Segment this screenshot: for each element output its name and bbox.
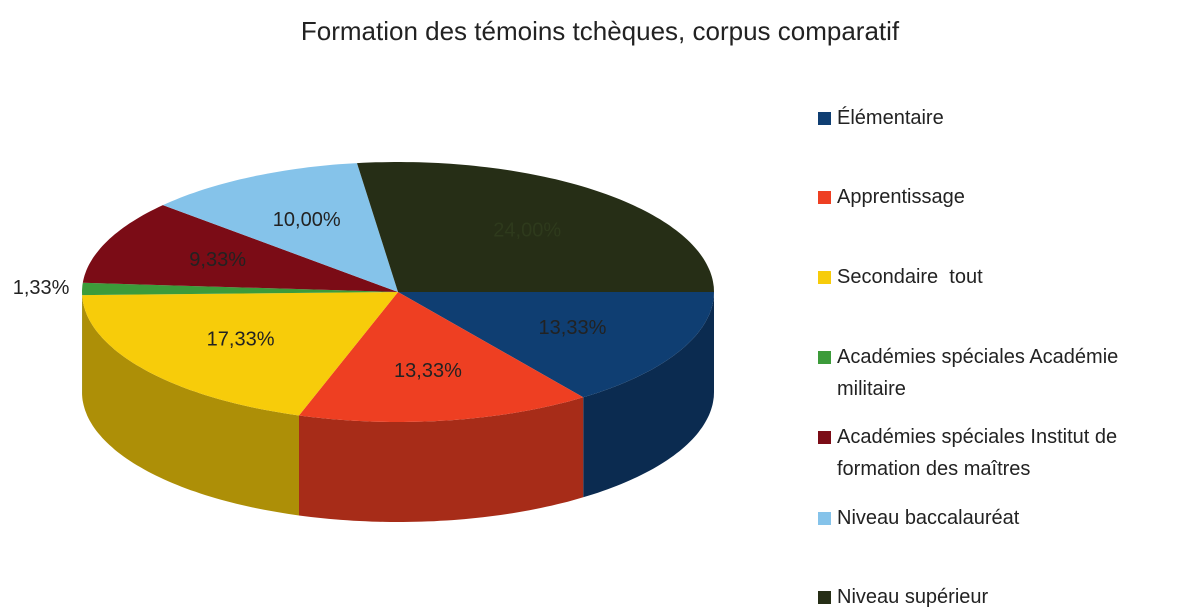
- data-label: 1,33%: [13, 277, 70, 299]
- legend-swatch: [818, 112, 831, 125]
- data-label: 24,00%: [493, 220, 561, 242]
- data-label: 10,00%: [273, 209, 341, 231]
- data-label: 13,33%: [394, 360, 462, 382]
- legend-swatch: [818, 512, 831, 525]
- slice: [82, 292, 398, 416]
- data-label: 9,33%: [189, 249, 246, 271]
- slice: [82, 282, 398, 296]
- legend-label: Académies spéciales Institut de formatio…: [837, 426, 1123, 480]
- slice-side: [82, 295, 299, 516]
- slice: [162, 163, 398, 292]
- slice: [357, 162, 714, 292]
- chart-title: Formation des témoins tchèques, corpus c…: [301, 16, 900, 46]
- legend-swatch: [818, 191, 831, 204]
- slice: [398, 292, 714, 398]
- legend-swatch: [818, 431, 831, 444]
- legend-item: Niveau baccalauréat: [818, 502, 1168, 534]
- data-label: 17,33%: [207, 328, 275, 350]
- legend-swatch: [818, 351, 831, 364]
- legend-swatch: [818, 591, 831, 604]
- slice: [299, 292, 584, 422]
- slice-side: [583, 292, 714, 498]
- legend-item: Académies spéciales Académie militaire: [818, 341, 1168, 405]
- legend-item: Secondaire tout: [818, 261, 1168, 293]
- legend-item: Académies spéciales Institut de formatio…: [818, 421, 1168, 485]
- slice: [82, 205, 399, 292]
- legend-label: Niveau baccalauréat: [837, 507, 1020, 529]
- legend-label: Apprentissage: [837, 186, 965, 208]
- legend-label: Élémentaire: [837, 107, 944, 129]
- legend-label: Académies spéciales Académie militaire: [837, 346, 1124, 400]
- data-label: 13,33%: [539, 317, 607, 339]
- legend-label: Niveau supérieur: [837, 586, 989, 608]
- legend-item: Élémentaire: [818, 102, 1168, 134]
- legend-swatch: [818, 271, 831, 284]
- legend-item: Apprentissage: [818, 181, 1168, 213]
- slice-side: [299, 397, 584, 522]
- legend-item: Niveau supérieur: [818, 581, 1168, 610]
- legend-label: Secondaire tout: [837, 266, 983, 288]
